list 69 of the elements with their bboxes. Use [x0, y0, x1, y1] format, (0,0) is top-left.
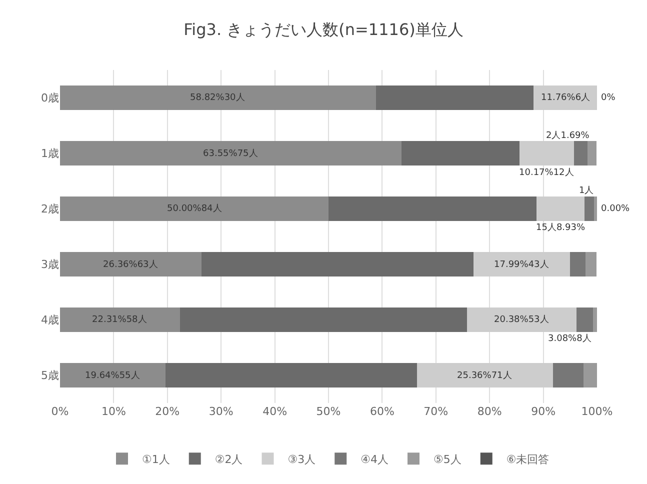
bar [584, 196, 594, 222]
legend-label: ⑥未回答 [506, 452, 550, 466]
data-label: 0% [601, 93, 616, 103]
x-tick-label: 0% [51, 405, 69, 418]
data-label: 2人1.69% [546, 130, 590, 141]
legend-label: ②2人 [214, 452, 243, 466]
data-label: 15人8.93% [536, 222, 586, 233]
y-tick-label: 4歳 [41, 314, 59, 327]
legend-label: ①1人 [142, 452, 170, 466]
data-label: 25.36%71人 [457, 370, 512, 381]
data-label: 20.38%53人 [494, 314, 549, 325]
x-tick-label: 10% [101, 405, 126, 418]
bar [165, 362, 417, 388]
bar [519, 140, 574, 166]
x-tick-label: 40% [262, 405, 288, 418]
bar [473, 252, 570, 277]
data-label: 50.00%84人 [167, 203, 222, 214]
bar [574, 140, 588, 166]
y-tick-label: 2歳 [41, 202, 59, 216]
bar [180, 307, 468, 332]
bar [60, 252, 202, 277]
x-tick-label: 70% [424, 405, 448, 418]
legend-label: ④4人 [360, 452, 388, 466]
bar [536, 196, 584, 222]
bar [60, 85, 376, 110]
bar [534, 85, 597, 110]
data-label: 63.55%75人 [203, 148, 258, 159]
bar [60, 196, 328, 222]
x-tick-label: 100% [581, 405, 613, 418]
x-tick-label: 80% [477, 405, 502, 418]
x-tick-label: 30% [208, 405, 234, 418]
bar [593, 307, 597, 332]
legend-label: ③3人 [288, 452, 316, 466]
data-label: 1人 [579, 185, 594, 196]
x-tick-label: 90% [531, 405, 556, 418]
bar [570, 252, 586, 277]
bar [416, 362, 553, 388]
bar [585, 252, 597, 277]
bar [202, 252, 474, 277]
bar [60, 362, 166, 388]
legend-label: ⑤5人 [434, 452, 462, 466]
bar [587, 140, 597, 166]
y-tick-label: 5歳 [41, 369, 59, 382]
y-tick-label: 0歳 [41, 92, 59, 105]
bar [328, 196, 536, 222]
x-tick-label: 60% [370, 405, 394, 418]
bar [467, 307, 577, 332]
y-tick-label: 3歳 [41, 258, 59, 272]
data-label: 58.82%30人 [190, 92, 245, 103]
data-label: 22.31%58人 [92, 314, 147, 325]
bar [576, 307, 594, 332]
data-label: 3.08%8人 [548, 333, 592, 344]
bar [594, 196, 597, 222]
data-label: 19.64%55人 [85, 370, 140, 381]
chart-title: Fig3. きょうだい人数(n=1116)単位人 [184, 20, 464, 39]
bar [584, 362, 597, 388]
data-label: 17.99%43人 [494, 259, 549, 270]
x-tick-label: 20% [155, 405, 180, 418]
bar [60, 307, 180, 332]
bar [401, 140, 520, 166]
data-label: 26.36%63人 [103, 259, 158, 270]
x-tick-label: 50% [316, 405, 341, 418]
data-label: 0.00% [601, 204, 630, 214]
bar [60, 140, 402, 166]
bar [552, 362, 584, 388]
data-label: 10.17%12人 [519, 167, 574, 178]
y-tick-label: 1歳 [41, 147, 59, 160]
bar [376, 85, 534, 110]
data-label: 11.76%6人 [541, 92, 590, 103]
